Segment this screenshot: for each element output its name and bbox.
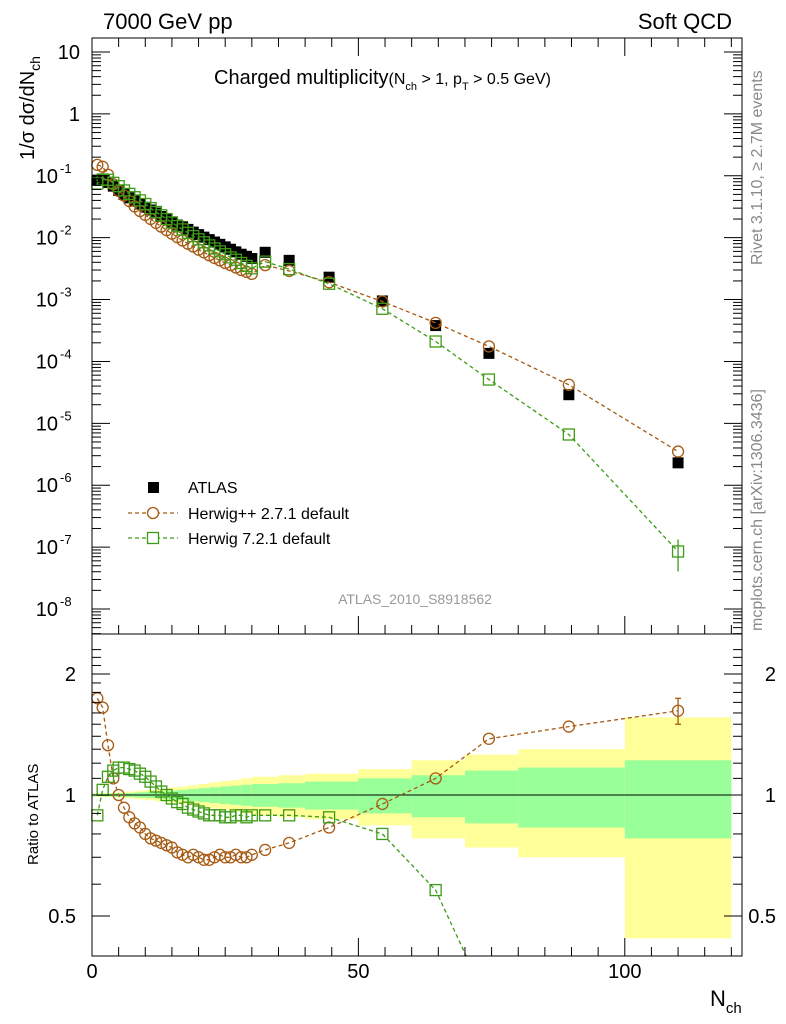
- legend-herwigpp-label: Herwig++ 2.7.1 default: [188, 506, 350, 523]
- ratio-herwigpp-point: [376, 797, 389, 811]
- y-tick-label: 10: [36, 413, 58, 435]
- legend-herwig7-marker: [146, 531, 160, 545]
- atlas-data-point: [483, 347, 495, 359]
- herwigpp-point: [482, 340, 496, 353]
- y-tick-label: 10: [36, 290, 58, 312]
- x-axis-label: Nch: [710, 986, 742, 1017]
- y-tick-label: 1: [69, 104, 80, 126]
- ratio-herwigpp-point: [149, 834, 163, 847]
- side-label-bottom: mcplots.cern.ch [arXiv:1306.3436]: [749, 389, 766, 631]
- ratio-herwigpp-point: [112, 788, 125, 802]
- atlas-data-point: [246, 253, 258, 265]
- ratio-y-tick-label-right: 1: [765, 785, 776, 807]
- legend-atlas-marker: [148, 482, 159, 493]
- ratio-line-1: [96, 766, 467, 957]
- y-tick-label: 10: [36, 475, 58, 497]
- legend: ATLAS Herwig++ 2.7.1 default Herwig 7.2.…: [128, 480, 350, 548]
- y-tick-label: 10: [36, 228, 58, 250]
- y-tick-exponent: -5: [60, 408, 72, 423]
- ratio-y-tick-label-left: 1: [65, 785, 76, 807]
- atlas-data-point: [259, 246, 271, 258]
- y-tick-exponent: -3: [60, 285, 72, 300]
- y-tick-label: 10: [36, 599, 58, 621]
- x-tick-label: 0: [86, 961, 97, 983]
- ratio-herwig7-point: [282, 809, 296, 822]
- ratio-herwigpp-point: [245, 848, 258, 861]
- herwig7-point: [322, 277, 336, 290]
- header-left: 7000 GeV pp: [103, 9, 233, 34]
- series-line-1: [97, 164, 679, 453]
- atlas-data-point: [563, 389, 575, 401]
- herwigpp-point: [671, 445, 685, 458]
- ratio-herwig7-point: [245, 809, 258, 822]
- side-label-top: Rivet 3.1.10, ≥ 2.7M events: [749, 70, 766, 265]
- ratio-y-tick-label-left: 0.5: [48, 906, 76, 928]
- ratio-herwigpp-point: [160, 839, 173, 852]
- uncertainty-band-inner: [411, 775, 465, 818]
- y-tick-label: 10: [36, 166, 58, 188]
- herwig7-point: [429, 335, 442, 348]
- herwigpp-point: [562, 378, 575, 391]
- series-line-2: [96, 178, 679, 552]
- ratio-herwigpp-point: [562, 720, 575, 733]
- uncertainty-band-inner: [358, 778, 412, 814]
- ratio-herwig7-point: [91, 809, 104, 822]
- ratio-herwig7-point: [376, 827, 389, 841]
- ratio-y-tick-label-left: 2: [65, 664, 76, 686]
- legend-herwig7-label: Herwig 7.2.1 default: [188, 531, 331, 548]
- legend-herwigpp-marker: [146, 506, 160, 520]
- ratio-y-tick-label-right: 0.5: [748, 906, 776, 928]
- herwig7-point: [376, 302, 389, 315]
- x-tick-label: 100: [608, 961, 641, 983]
- herwigpp-point: [429, 316, 442, 330]
- ratio-herwigpp-point: [259, 843, 272, 857]
- atlas-data-point: [283, 254, 295, 266]
- uncertainty-band-inner: [518, 767, 625, 828]
- ratio-y-tick-label-right: 2: [765, 664, 776, 686]
- ratio-herwigpp-point: [322, 821, 336, 834]
- ratio-y-axis-label: Ratio to ATLAS: [25, 764, 42, 865]
- y-tick-label: 10: [36, 351, 58, 373]
- ratio-herwigpp-point: [96, 701, 109, 714]
- y-tick-exponent: -2: [60, 223, 72, 238]
- herwig7-point: [282, 262, 296, 276]
- x-tick-label: 50: [347, 961, 369, 983]
- y-tick-exponent: -1: [60, 161, 72, 176]
- ratio-herwig7-point: [322, 811, 336, 824]
- ratio-herwigpp-point: [144, 832, 157, 845]
- legend-atlas-label: ATLAS: [188, 480, 238, 497]
- herwig7-point: [562, 428, 575, 441]
- herwig7-point: [482, 373, 496, 386]
- analysis-watermark: ATLAS_2010_S8918562: [338, 591, 492, 607]
- uncertainty-band-inner: [624, 760, 732, 839]
- herwig7-point: [259, 255, 272, 268]
- herwig7-point: [245, 262, 258, 275]
- ratio-herwigpp-point: [155, 836, 168, 850]
- atlas-data-point: [430, 320, 442, 332]
- y-tick-exponent: -6: [60, 470, 72, 485]
- ratio-herwigpp-point: [117, 801, 131, 814]
- y-tick-label: 10: [58, 42, 80, 64]
- uncertainty-band-inner: [305, 781, 359, 810]
- header-right: Soft QCD: [638, 9, 732, 34]
- y-tick-exponent: -8: [60, 594, 72, 609]
- atlas-data-point: [672, 457, 684, 469]
- ratio-herwigpp-point: [429, 772, 442, 785]
- ratio-herwigpp-point: [482, 732, 496, 745]
- y-tick-exponent: -4: [60, 346, 72, 361]
- ratio-line-0: [96, 697, 679, 861]
- ratio-herwigpp-point: [282, 836, 296, 850]
- main-title: Charged multiplicity(Nch > 1, pT > 0.5 G…: [214, 67, 551, 93]
- herwigpp-point: [376, 295, 389, 308]
- main-y-axis-label: 1/σ dσ/dNch: [17, 56, 43, 160]
- y-tick-label: 10: [36, 537, 58, 559]
- ratio-herwig7-point: [259, 809, 272, 822]
- ratio-herwigpp-point: [101, 739, 115, 752]
- y-tick-exponent: -7: [60, 532, 72, 547]
- ratio-herwig7-point: [429, 883, 442, 897]
- ratio-plot-panel: 0.5 0.5 1 1 2 2 0 50 100 Ratio to ATLAS Nch: [25, 633, 776, 1017]
- uncertainty-band-inner: [464, 770, 519, 824]
